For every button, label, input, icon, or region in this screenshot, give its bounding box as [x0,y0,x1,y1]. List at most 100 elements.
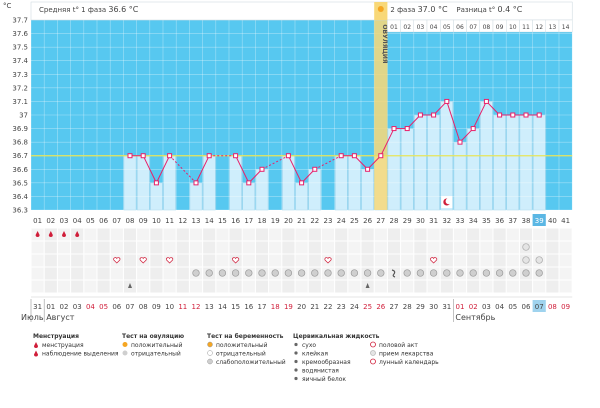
cycle-day-label[interactable]: 35 [482,217,491,225]
cycle-day-label[interactable]: 31 [429,217,438,225]
calendar-date-label[interactable]: 12 [192,303,201,311]
cycle-day-label[interactable]: 13 [192,217,201,225]
cycle-day-label[interactable]: 21 [297,217,306,225]
calendar-date-label[interactable]: 26 [376,303,385,311]
cycle-day-label[interactable]: 15 [218,217,227,225]
calendar-date-label[interactable]: 02 [469,303,478,311]
cycle-day-label[interactable]: 02 [46,217,55,225]
calendar-date-label[interactable]: 30 [429,303,438,311]
marker-cell [533,280,546,293]
cycle-day-label[interactable]: 24 [337,217,346,225]
pregnancy-test-icon [482,269,491,277]
pregnancy-test-icon [258,269,266,277]
cycle-day-label[interactable]: 05 [86,217,95,225]
calendar-date-label[interactable]: 05 [508,303,517,311]
cycle-day-label[interactable]: 06 [99,217,108,225]
calendar-date-label[interactable]: 19 [284,303,293,311]
calendar-date-label[interactable]: 31 [442,303,451,311]
calendar-date-label[interactable]: 18 [271,303,280,311]
cycle-day-label[interactable]: 27 [376,217,385,225]
calendar-date-label[interactable]: 16 [244,303,253,311]
calendar-date-label[interactable]: 07 [126,303,135,311]
cycle-day-label[interactable]: 29 [403,217,412,225]
cycle-day-label[interactable]: 22 [310,217,319,225]
calendar-date-label[interactable]: 11 [178,303,187,311]
cycle-day-label[interactable]: 26 [363,217,372,225]
calendar-date-label[interactable]: 01 [46,303,55,311]
marker-cell [440,228,453,241]
cycle-day-label[interactable]: 33 [456,217,465,225]
cycle-day-label[interactable]: 14 [205,217,214,225]
cycle-day-label[interactable]: 07 [112,217,121,225]
phase2-day-cell [558,19,573,33]
marker-cell [203,241,216,254]
calendar-date-label[interactable]: 21 [310,303,319,311]
cycle-day-label[interactable]: 01 [33,217,42,225]
temp-point [444,98,450,104]
calendar-date-label[interactable]: 13 [205,303,214,311]
calendar-date-label[interactable]: 09 [561,303,570,311]
temp-bar [453,141,467,211]
calendar-date-label[interactable]: 14 [218,303,227,311]
calendar-date-label[interactable]: 06 [522,303,531,311]
legend-cervical-icon [294,368,298,372]
cycle-day-label[interactable]: 32 [442,217,451,225]
calendar-date-label[interactable]: 28 [403,303,412,311]
calendar-date-label[interactable]: 03 [73,303,82,311]
cycle-day-label[interactable]: 40 [548,217,557,225]
cycle-day-label[interactable]: 41 [561,217,570,225]
heart-icon [113,257,121,264]
cycle-day-label[interactable]: 17 [244,217,253,225]
cycle-day-label[interactable]: 30 [416,217,425,225]
cycle-day-label[interactable]: 16 [231,217,240,225]
calendar-date-label[interactable]: 10 [165,303,174,311]
cycle-day-label[interactable]: 03 [60,217,69,225]
menstruation-icon [62,231,66,237]
calendar-date-label[interactable]: 06 [112,303,121,311]
calendar-date-label[interactable]: 31 [33,303,42,311]
calendar-date-label[interactable]: 02 [60,303,69,311]
cycle-day-label[interactable]: 08 [126,217,135,225]
calendar-date-label[interactable]: 09 [152,303,161,311]
cycle-day-label[interactable]: 09 [139,217,148,225]
marker-cell [255,280,269,293]
cycle-day-label[interactable]: 23 [324,217,333,225]
cycle-day-label[interactable]: 37 [508,217,517,225]
calendar-date-label[interactable]: 04 [86,303,95,311]
temp-line-segment [235,155,250,184]
temp-point [523,112,529,118]
calendar-date-label[interactable]: 15 [231,303,240,311]
cycle-day-label[interactable]: 39 [535,217,544,225]
calendar-date-label[interactable]: 03 [482,303,491,311]
calendar-date-label[interactable]: 07 [535,303,544,311]
calendar-date-label[interactable]: 25 [363,303,372,311]
cycle-day-label[interactable]: 28 [390,217,399,225]
calendar-date-label[interactable]: 27 [390,303,399,311]
legend-cervical-icon [294,342,298,347]
cycle-day-label[interactable]: 11 [165,217,174,225]
cycle-day-label[interactable]: 12 [178,217,187,225]
calendar-date-label[interactable]: 29 [416,303,425,311]
calendar-date-label[interactable]: 17 [258,303,267,311]
calendar-date-label[interactable]: 08 [548,303,557,311]
calendar-date-label[interactable]: 23 [337,303,346,311]
phase2-summary: 2 фаза 37.0 °C [390,5,448,14]
calendar-date-label[interactable]: 08 [139,303,148,311]
marker-cell [427,241,440,254]
calendar-date-label[interactable]: 01 [456,303,465,311]
cycle-day-label[interactable]: 19 [271,217,280,225]
marker-cell [44,254,57,267]
cycle-day-label[interactable]: 34 [469,217,478,225]
cycle-day-label[interactable]: 25 [350,217,359,225]
calendar-date-label[interactable]: 05 [99,303,108,311]
calendar-date-label[interactable]: 20 [297,303,306,311]
cycle-day-label[interactable]: 18 [258,217,267,225]
cycle-day-label[interactable]: 20 [284,217,293,225]
calendar-date-label[interactable]: 24 [350,303,359,311]
calendar-date-label[interactable]: 04 [495,303,504,311]
cycle-day-label[interactable]: 04 [73,217,82,225]
cycle-day-label[interactable]: 36 [495,217,504,225]
cycle-day-label[interactable]: 10 [152,217,161,225]
calendar-date-label[interactable]: 22 [324,303,333,311]
cycle-day-label[interactable]: 38 [522,217,531,225]
